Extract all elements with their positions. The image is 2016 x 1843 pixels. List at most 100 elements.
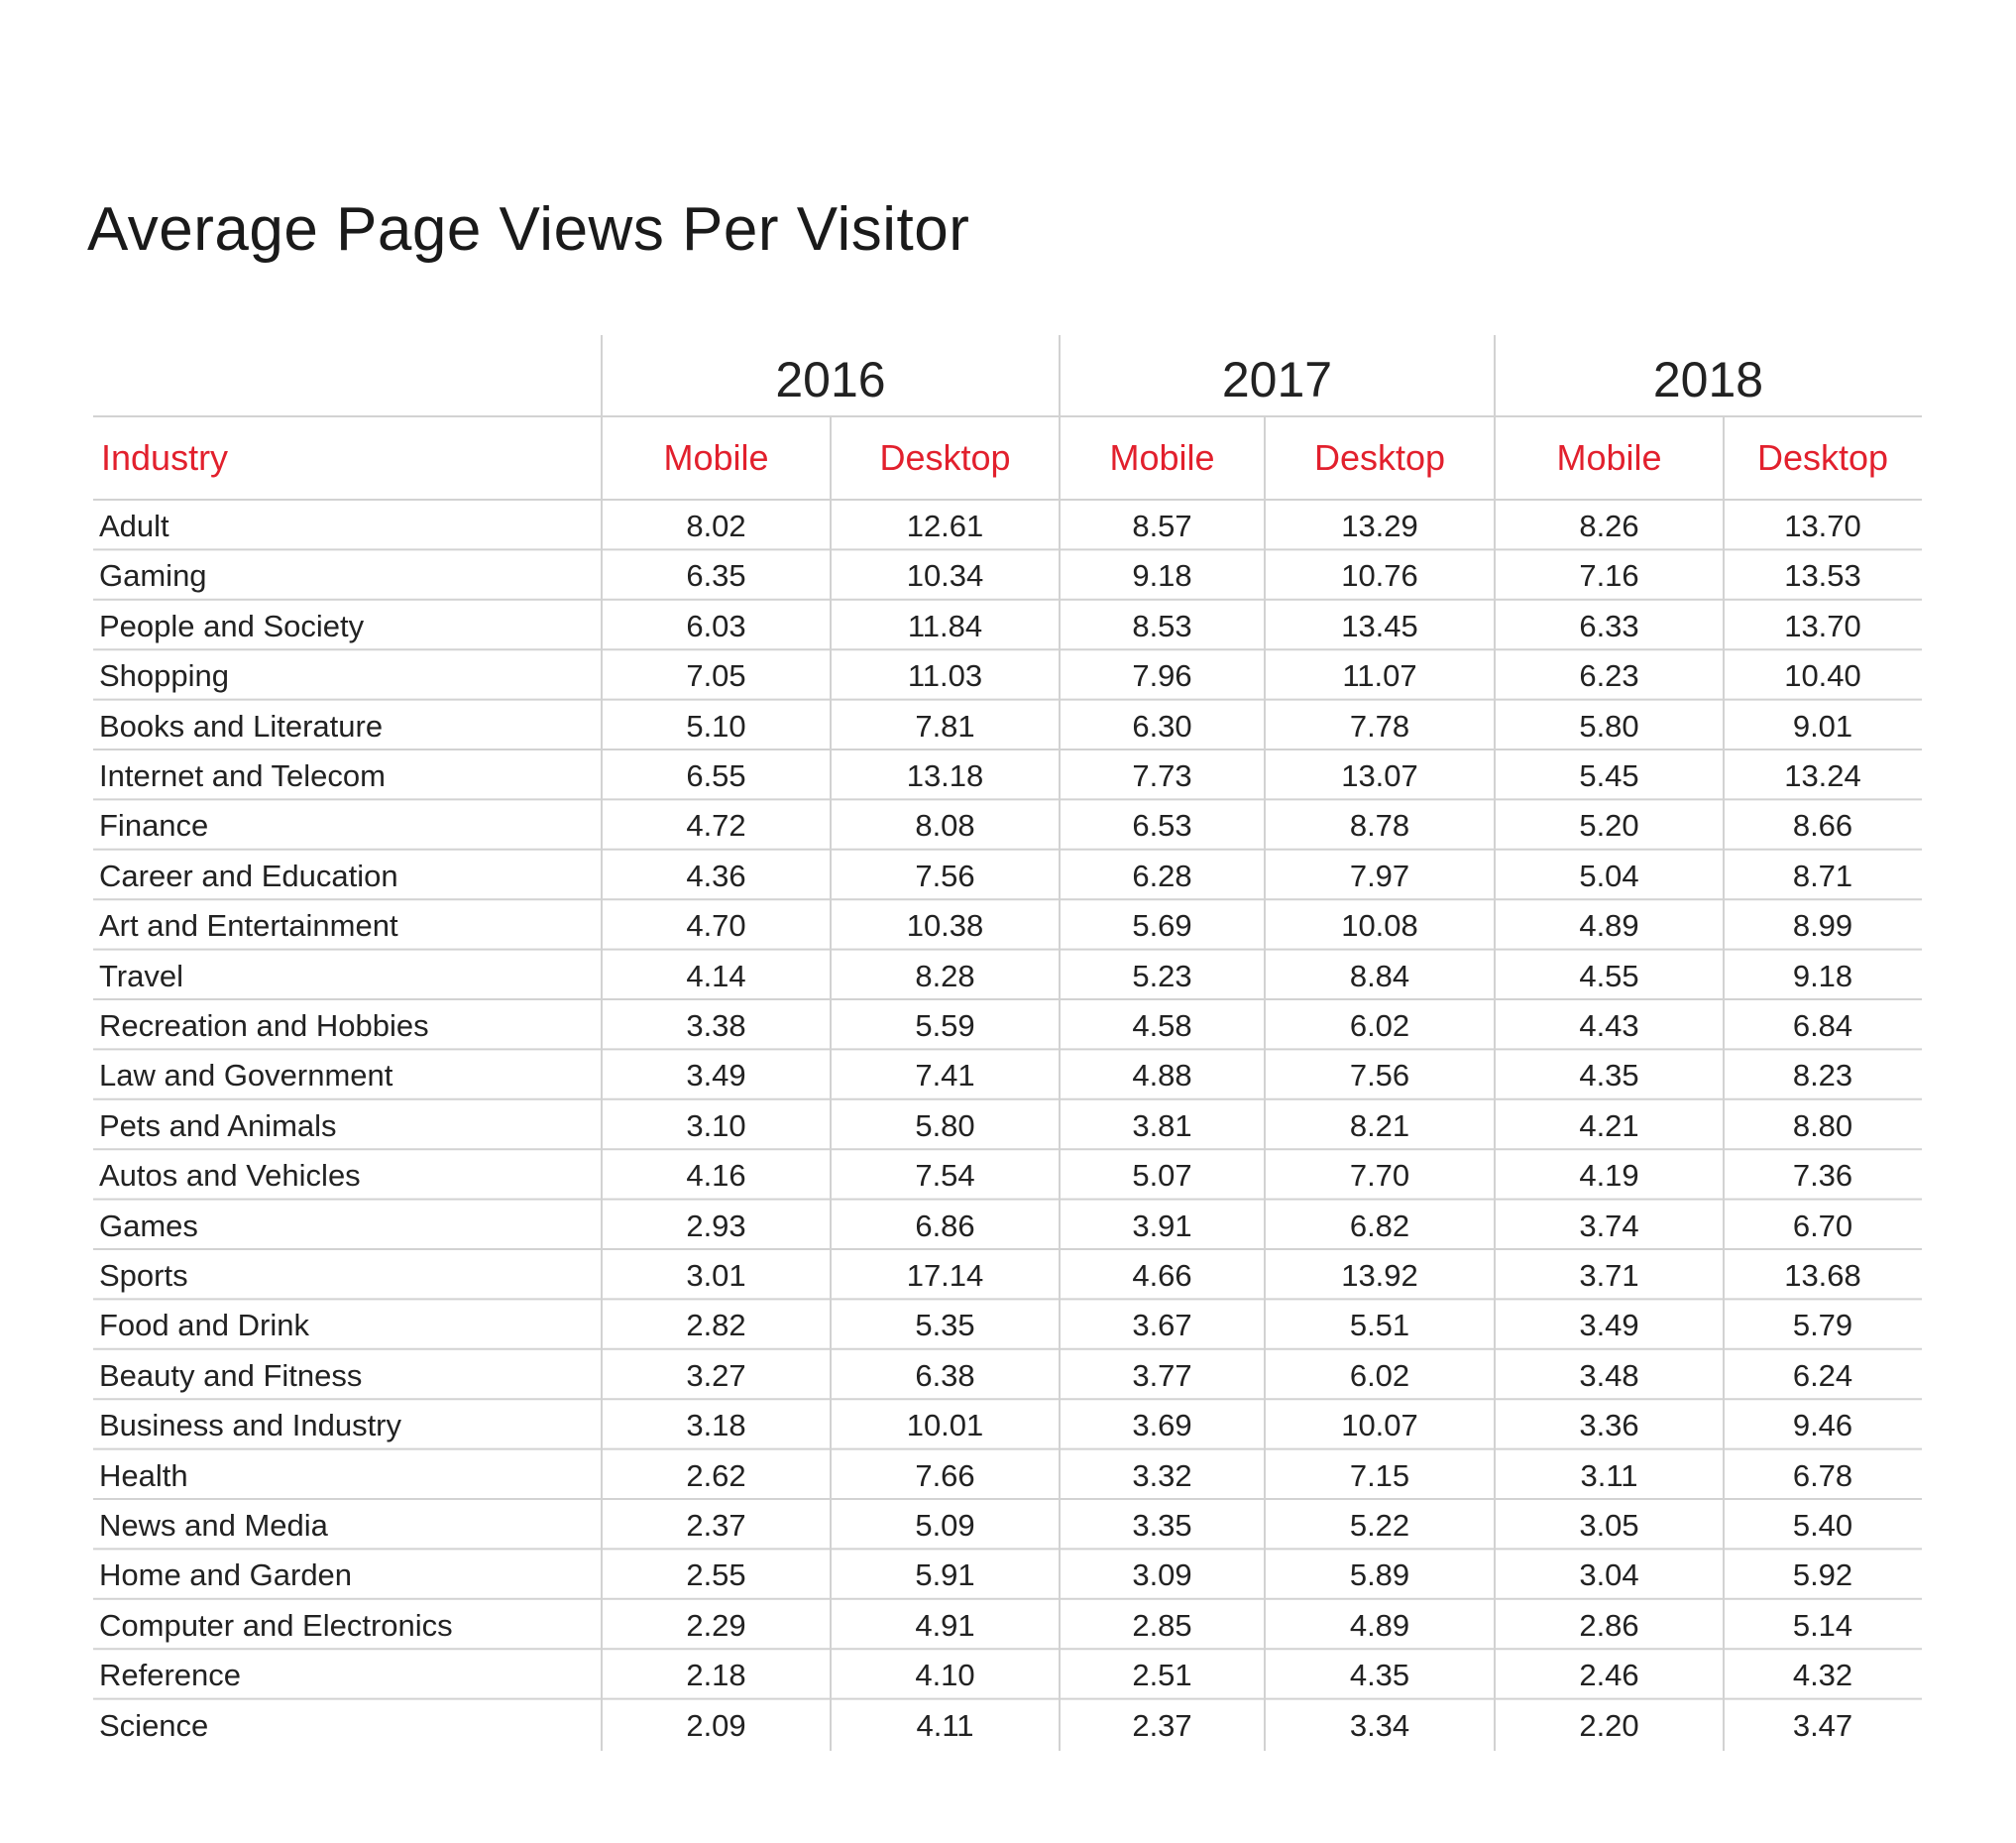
table-cell: 2.82 [686,1308,746,1343]
table-cell: 9.46 [1792,1408,1853,1443]
table-cell: 2.29 [686,1607,746,1643]
table-cell: 3.10 [686,1107,746,1143]
table-cell: 8.57 [1132,509,1192,543]
table-cell: 13.07 [1341,758,1418,793]
row-label: Games [99,1208,198,1243]
table-cell: 2.37 [686,1508,746,1543]
table-cell: 4.35 [1579,1058,1639,1094]
column-header-industry: Industry [101,437,229,478]
table-cell: 2.46 [1579,1658,1639,1693]
table-cell: 6.53 [1132,808,1192,844]
table-cell: 5.69 [1132,908,1192,944]
table-cell: 5.07 [1132,1158,1192,1194]
table-cell: 13.92 [1341,1258,1418,1293]
table-cell: 6.82 [1349,1208,1410,1243]
column-header-desktop: Desktop [1313,437,1446,478]
table-cell: 5.59 [915,1008,975,1043]
table-cell: 11.07 [1342,658,1417,694]
table-cell: 4.19 [1579,1158,1639,1194]
row-label: Art and Entertainment [99,908,398,944]
table-cell: 8.71 [1792,858,1853,893]
row-label: Travel [99,958,183,993]
table-cell: 2.51 [1132,1658,1192,1693]
table-cell: 10.40 [1784,658,1861,694]
table-cell: 10.08 [1341,908,1418,944]
row-label: Home and Garden [99,1557,353,1593]
table-cell: 6.84 [1792,1008,1853,1043]
table-cell: 7.05 [686,658,746,694]
table-cell: 11.03 [907,658,983,694]
table-cell: 3.36 [1579,1408,1639,1443]
table-cell: 8.84 [1349,958,1410,993]
table-cell: 6.03 [686,608,746,643]
table-cell: 3.48 [1579,1357,1639,1393]
table-cell: 2.93 [686,1208,746,1243]
table-cell: 6.78 [1792,1457,1853,1493]
table-cell: 5.91 [915,1557,975,1593]
table-cell: 11.84 [907,608,983,643]
row-label: Shopping [99,658,230,694]
table-cell: 10.38 [906,908,984,944]
table-cell: 5.14 [1792,1607,1853,1643]
table-cell: 3.71 [1579,1258,1639,1293]
table-cell: 7.41 [915,1058,975,1094]
table-cell: 2.85 [1132,1607,1192,1643]
table-cell: 12.61 [906,509,984,543]
row-label: Adult [99,509,169,543]
row-label: Beauty and Fitness [99,1357,363,1393]
column-header-desktop: Desktop [1756,437,1889,478]
table-cell: 3.18 [686,1408,746,1443]
row-label: Career and Education [99,858,398,893]
column-header-mobile: Mobile [1556,437,1662,478]
table-cell: 5.79 [1792,1308,1853,1343]
row-label: Law and Government [99,1058,393,1094]
table-cell: 6.24 [1792,1357,1853,1393]
table-cell: 7.56 [1349,1058,1410,1094]
table-cell: 4.36 [686,858,746,893]
table-cell: 13.29 [1341,509,1418,543]
table-cell: 2.18 [686,1658,746,1693]
row-label: People and Society [99,608,365,643]
column-header-mobile: Mobile [663,437,769,478]
table-cell: 7.96 [1132,658,1192,694]
table-cell: 7.81 [915,708,975,744]
table-cell: 5.51 [1349,1308,1410,1343]
row-label: Gaming [99,558,207,594]
table-cell: 4.88 [1132,1058,1192,1094]
table-cell: 5.80 [915,1107,975,1143]
table-cell: 7.15 [1349,1457,1410,1493]
table-cell: 2.86 [1579,1607,1639,1643]
table-cell: 9.18 [1792,958,1853,993]
table-cell: 3.35 [1132,1508,1192,1543]
table-cell: 4.21 [1579,1107,1639,1143]
table-cell: 5.35 [915,1308,975,1343]
row-label: Finance [99,808,209,844]
table-cell: 5.40 [1792,1508,1853,1543]
table-cell: 7.56 [915,858,975,893]
table-cell: 8.99 [1792,908,1853,944]
table-cell: 8.66 [1792,808,1853,844]
row-label: Food and Drink [99,1308,309,1343]
table-cell: 13.45 [1341,608,1418,643]
table-cell: 4.11 [916,1707,974,1743]
column-header-desktop: Desktop [879,437,1011,478]
table-cell: 4.91 [915,1607,975,1643]
table-cell: 3.81 [1132,1107,1192,1143]
table-cell: 3.49 [686,1058,746,1094]
table-cell: 9.18 [1132,558,1192,594]
table-cell: 6.30 [1132,708,1192,744]
table-cell: 13.70 [1784,608,1861,643]
table-cell: 10.07 [1341,1408,1418,1443]
table-cell: 3.11 [1580,1457,1638,1493]
table-cell: 5.45 [1579,758,1639,793]
row-label: Autos and Vehicles [99,1158,361,1194]
row-label: Books and Literature [99,708,384,744]
table-cell: 4.14 [686,958,746,993]
table-cell: 3.09 [1132,1557,1192,1593]
table-cell: 13.24 [1784,758,1861,793]
table-cell: 3.74 [1579,1208,1639,1243]
table-cell: 7.54 [915,1158,975,1194]
table-cell: 4.10 [915,1658,975,1693]
column-header-mobile: Mobile [1109,437,1215,478]
